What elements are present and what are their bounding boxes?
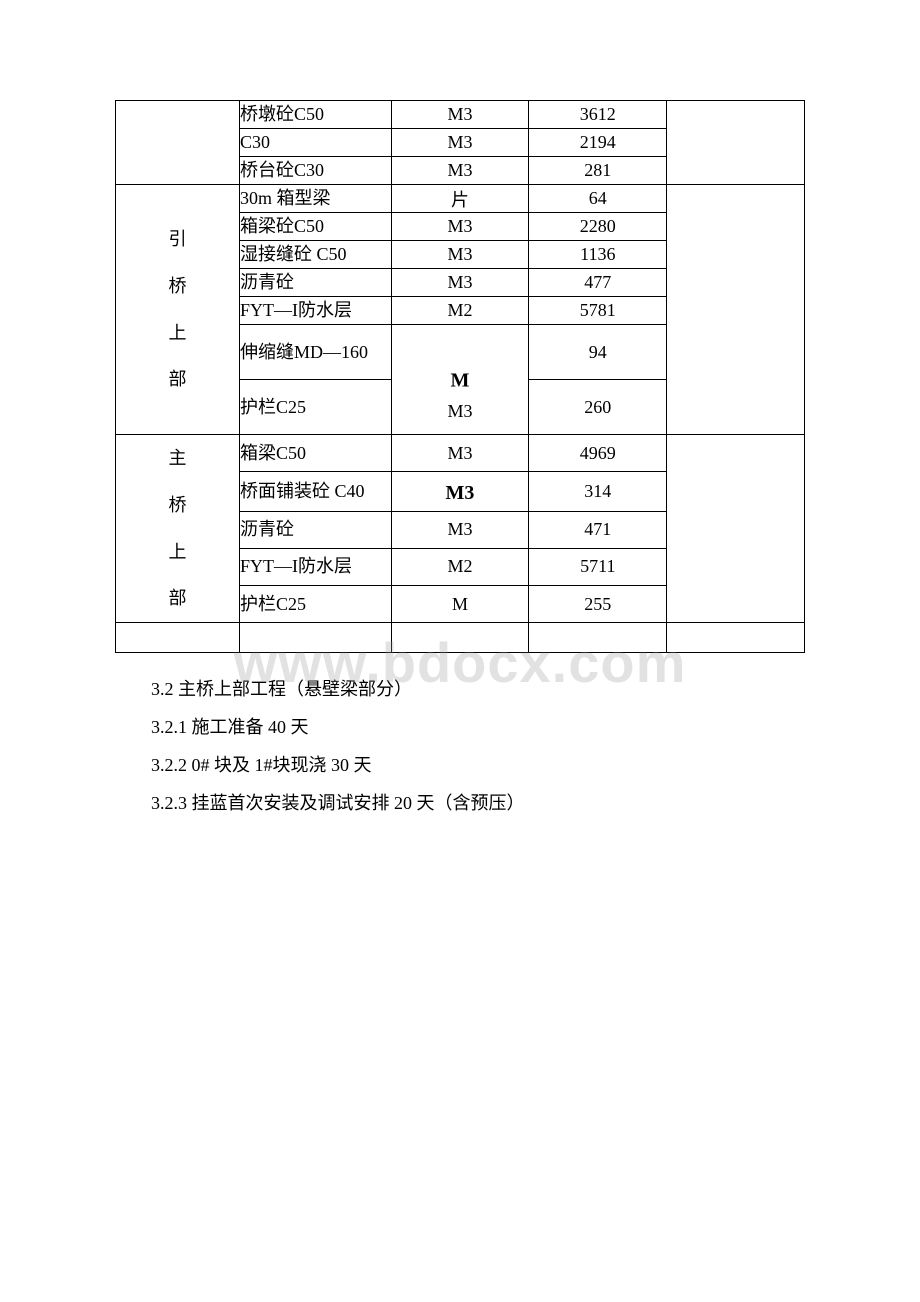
item-value: 5781	[529, 297, 667, 325]
table-row: 桥墩砼C50 M3 3612	[116, 101, 805, 129]
group-title-empty	[116, 101, 240, 185]
paragraph: 3.2.2 0# 块及 1#块现浇 30 天	[115, 747, 805, 785]
item-value: 255	[529, 586, 667, 623]
vert-char: 桥	[116, 482, 239, 529]
item-unit: M	[391, 586, 529, 623]
blank-cell	[116, 623, 240, 653]
vert-char: 部	[116, 575, 239, 622]
item-value: 260	[529, 380, 667, 435]
blank-cell	[240, 623, 392, 653]
paragraph: 3.2.1 施工准备 40 天	[115, 709, 805, 747]
group-title-zhuqiao: 主 桥 上 部	[116, 435, 240, 623]
item-value: 4969	[529, 435, 667, 472]
item-value: 281	[529, 157, 667, 185]
item-label: 桥面铺装砼 C40	[240, 472, 392, 512]
table-row-blank	[116, 623, 805, 653]
quantity-table: 桥墩砼C50 M3 3612 C30 M3 2194 桥台砼C30 M3 281…	[115, 100, 805, 653]
unit-bold: M	[392, 369, 529, 392]
remark-cell	[667, 435, 805, 623]
item-label: 湿接缝砼 C50	[240, 241, 392, 269]
item-label: 沥青砼	[240, 511, 392, 548]
blank-cell	[391, 623, 529, 653]
vert-char: 主	[116, 435, 239, 482]
item-value: 3612	[529, 101, 667, 129]
item-value: 64	[529, 185, 667, 213]
table-row: 主 桥 上 部 箱梁C50 M3 4969	[116, 435, 805, 472]
item-label: 护栏C25	[240, 380, 392, 435]
remark-cell	[667, 185, 805, 435]
item-label: 箱梁砼C50	[240, 213, 392, 241]
vert-char: 桥	[116, 263, 239, 310]
vert-char: 上	[116, 310, 239, 357]
item-unit-merged: M M3	[391, 325, 529, 435]
item-label: 沥青砼	[240, 269, 392, 297]
unit-plain: M3	[392, 401, 529, 422]
item-value: 314	[529, 472, 667, 512]
item-label: 30m 箱型梁	[240, 185, 392, 213]
paragraph: 3.2 主桥上部工程（悬壁梁部分）	[115, 671, 805, 709]
item-unit: M3	[391, 269, 529, 297]
blank-cell	[667, 623, 805, 653]
item-label: 桥台砼C30	[240, 157, 392, 185]
item-unit: M3	[391, 101, 529, 129]
item-value: 2280	[529, 213, 667, 241]
item-value: 94	[529, 325, 667, 380]
blank-cell	[529, 623, 667, 653]
item-unit: M3	[391, 241, 529, 269]
item-unit: M3	[391, 511, 529, 548]
item-value: 471	[529, 511, 667, 548]
item-value: 5711	[529, 548, 667, 585]
vert-char: 部	[116, 356, 239, 403]
table-row: 引 桥 上 部 30m 箱型梁 片 64	[116, 185, 805, 213]
body-paragraphs: 3.2 主桥上部工程（悬壁梁部分） 3.2.1 施工准备 40 天 3.2.2 …	[115, 671, 805, 822]
item-label: 伸缩缝MD—160	[240, 325, 392, 380]
paragraph: 3.2.3 挂蓝首次安装及调试安排 20 天（含预压）	[115, 785, 805, 823]
item-label: 箱梁C50	[240, 435, 392, 472]
item-unit: M3	[391, 157, 529, 185]
item-unit: 片	[391, 185, 529, 213]
remark-cell	[667, 101, 805, 185]
item-value: 477	[529, 269, 667, 297]
item-unit-bold: M3	[391, 472, 529, 512]
vert-char: 引	[116, 216, 239, 263]
item-label: 桥墩砼C50	[240, 101, 392, 129]
item-label: FYT—I防水层	[240, 548, 392, 585]
item-value: 2194	[529, 129, 667, 157]
item-unit: M2	[391, 297, 529, 325]
item-unit: M3	[391, 213, 529, 241]
item-unit: M3	[391, 435, 529, 472]
document-page: www.bdocx.com 桥墩砼C50 M3 3612 C30 M3 2194…	[0, 0, 920, 942]
item-value: 1136	[529, 241, 667, 269]
item-unit: M2	[391, 548, 529, 585]
group-title-yinqiao: 引 桥 上 部	[116, 185, 240, 435]
item-unit: M3	[391, 129, 529, 157]
item-label: C30	[240, 129, 392, 157]
vert-char: 上	[116, 529, 239, 576]
item-label: FYT—I防水层	[240, 297, 392, 325]
item-label: 护栏C25	[240, 586, 392, 623]
